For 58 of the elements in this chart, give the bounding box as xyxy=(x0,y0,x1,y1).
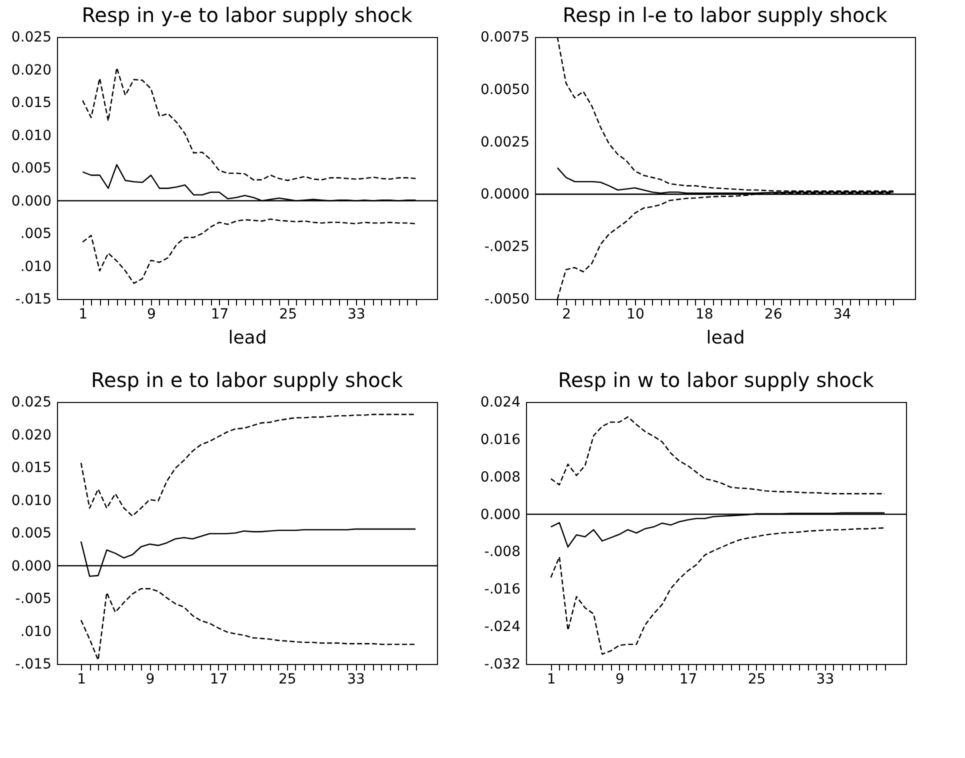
y-tick-label: 0.020 xyxy=(11,427,52,444)
y-tick-label: -.015 xyxy=(15,656,52,672)
y-tick-label: 0.024 xyxy=(480,394,521,410)
x-tick-label: 25 xyxy=(279,306,297,322)
y-tick-label: 0.010 xyxy=(11,492,52,509)
x-tick-label: 10 xyxy=(626,306,644,322)
x-tick-label: 9 xyxy=(146,306,156,322)
x-tick-label: 17 xyxy=(210,306,229,322)
x-tick-label: 34 xyxy=(833,306,852,322)
x-tick-label: 9 xyxy=(146,672,155,688)
x-tick-label: 1 xyxy=(78,306,88,322)
chart-title: Resp in w to labor supply shock xyxy=(558,368,874,392)
y-tick-label: -.0050 xyxy=(484,292,530,308)
x-tick-label: 18 xyxy=(695,306,714,322)
y-tick-label: .010 xyxy=(20,258,52,275)
x-tick-label: 9 xyxy=(615,672,624,688)
chart-title: Resp in y-e to labor supply shock xyxy=(82,3,413,27)
y-tick-label: 0.000 xyxy=(11,193,52,210)
y-tick-label: 0.0050 xyxy=(480,82,530,98)
x-tick-label: 2 xyxy=(562,306,571,322)
x-tick-label: 33 xyxy=(816,672,834,688)
chart-title: Resp in e to labor supply shock xyxy=(91,368,404,392)
y-tick-label: 0.015 xyxy=(11,460,52,476)
y-tick-label: 0.025 xyxy=(11,394,52,410)
x-tick-label: 33 xyxy=(347,672,365,688)
x-tick-label: 1 xyxy=(77,672,86,688)
y-tick-label: -.024 xyxy=(484,619,521,636)
x-axis-title: lead xyxy=(228,328,267,348)
y-tick-label: 0.008 xyxy=(480,469,520,486)
x-tick-label: 25 xyxy=(748,672,766,688)
x-axis-title: lead xyxy=(706,328,745,348)
y-tick-label: 0.016 xyxy=(480,432,521,448)
y-tick-label: -.015 xyxy=(15,292,52,308)
y-tick-label: 0.0025 xyxy=(480,134,530,150)
x-tick-label: 17 xyxy=(679,672,698,688)
y-tick-label: .010 xyxy=(20,624,52,640)
y-tick-label: 0.0000 xyxy=(480,186,530,203)
y-tick-label: 0.020 xyxy=(11,62,52,78)
y-tick-label: 0.000 xyxy=(480,506,520,523)
y-tick-label: -.0025 xyxy=(484,239,530,256)
y-tick-label: .005 xyxy=(20,226,52,242)
x-tick-label: 26 xyxy=(764,306,782,322)
x-tick-label: 33 xyxy=(347,306,366,322)
y-tick-label: -.005 xyxy=(15,591,52,607)
y-tick-label: 0.000 xyxy=(11,558,52,574)
y-tick-label: 0.005 xyxy=(11,160,52,176)
y-tick-label: -.008 xyxy=(484,544,520,560)
x-tick-label: 1 xyxy=(546,672,556,688)
y-tick-label: 0.010 xyxy=(11,128,52,144)
x-tick-label: 17 xyxy=(210,672,228,688)
x-tick-label: 25 xyxy=(278,672,296,688)
y-tick-label: 0.025 xyxy=(11,30,52,46)
y-tick-label: 0.005 xyxy=(11,526,52,542)
y-tick-label: 0.0075 xyxy=(480,30,530,46)
chart-title: Resp in l-e to labor supply shock xyxy=(562,3,888,27)
y-tick-label: -.032 xyxy=(484,656,520,672)
y-tick-label: 0.015 xyxy=(11,95,52,111)
y-tick-label: -.016 xyxy=(484,582,521,598)
